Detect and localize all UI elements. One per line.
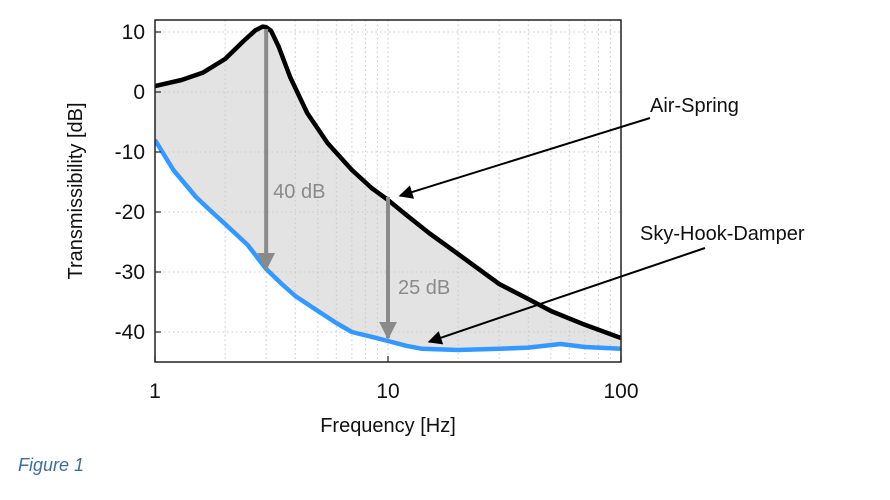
label-40db: 40 dB: [273, 181, 325, 203]
label-25db: 25 dB: [398, 277, 450, 299]
label-sky-hook-damper: Sky-Hook-Damper: [640, 223, 805, 245]
label-air-spring: Air-Spring: [650, 95, 739, 117]
series-line-air-spring: [155, 24, 621, 341]
y-tick-label: -40: [115, 321, 145, 344]
y-tick-label: -10: [115, 141, 145, 164]
x-tick-label: 10: [376, 380, 399, 403]
figure-caption: Figure 1: [18, 455, 85, 475]
x-tick-label: 100: [603, 380, 638, 403]
x-axis-label: Frequency [Hz]: [320, 415, 456, 437]
y-axis-label: Transmissibility [dB]: [65, 102, 87, 279]
x-tick-label: 1: [149, 380, 161, 403]
y-tick-label: 0: [133, 81, 145, 104]
y-tick-label: -20: [115, 201, 145, 224]
series-line-sky-hook-damper: [155, 138, 621, 353]
callout-arrow-air-spring: [398, 117, 651, 199]
callout-arrow-sky-hook-damper: [427, 247, 706, 345]
y-tick-label: 10: [122, 21, 145, 44]
y-tick-label: -30: [115, 261, 145, 284]
